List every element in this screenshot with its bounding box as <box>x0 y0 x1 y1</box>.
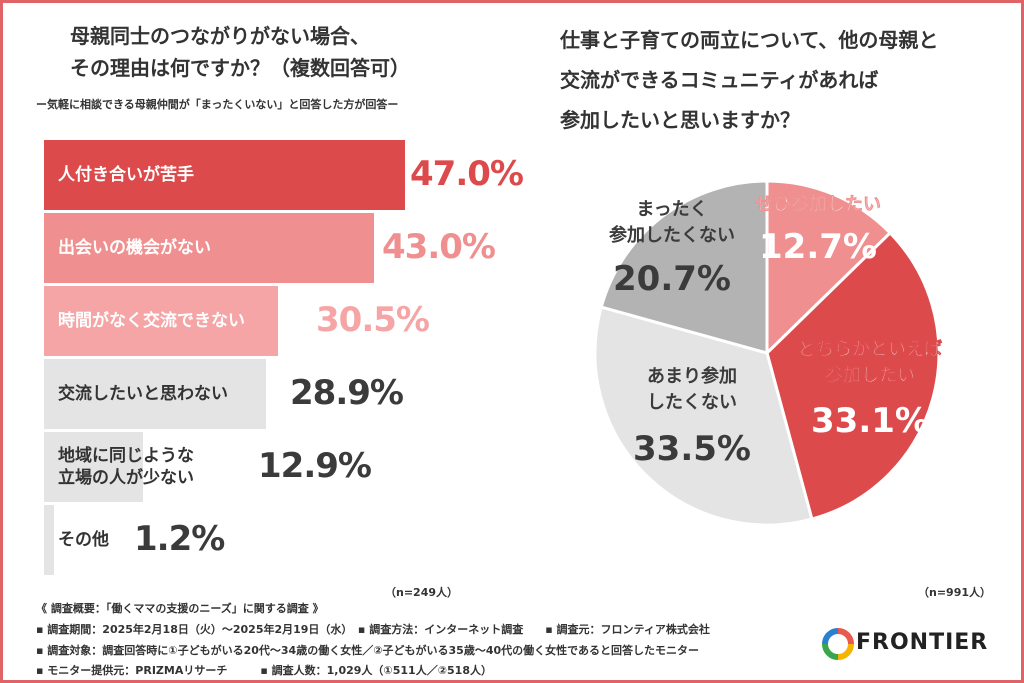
bar-6 <box>44 505 54 575</box>
pie-slice-3 <box>593 305 814 527</box>
bar-value-4: 28.9% <box>290 373 404 413</box>
pie-label-2: どちらかといえば参加したい <box>798 339 942 386</box>
pie-value-1: 12.7% <box>759 227 877 267</box>
frontier-logo-icon <box>822 628 854 660</box>
pie-label-4: まったく参加したくない <box>609 199 735 246</box>
bar-label-3: 時間がなく交流できない <box>58 311 245 331</box>
survey-provider: ▪ モニター提供元：PRIZMAリサーチ ▪ 調査人数：1,029人（①511人… <box>36 664 492 677</box>
left-sample-size: （n=249人） <box>385 586 459 599</box>
bar-value-2: 43.0% <box>382 227 496 267</box>
left-chart-title: 母親同士のつながりがない場合、 その理由は何ですか？（複数回答可） <box>70 24 410 80</box>
survey-target: ▪ 調査対象：調査回答時に①子どもがいる20代〜34歳の働く女性／②子どもがいる… <box>36 644 700 657</box>
pie-slice-4 <box>599 179 769 355</box>
bar-label-6: その他 <box>58 530 109 550</box>
bar-1 <box>44 140 405 210</box>
right-sample-size: （n=991人） <box>918 586 992 599</box>
bar-label-5: 地域に同じような 立場の人が少ない <box>58 446 194 488</box>
pie-label-1: ぜひ参加したい <box>755 193 881 215</box>
pie-slice-2 <box>765 230 941 521</box>
pie-label-3: あまり参加したくない <box>647 365 737 413</box>
pie-value-2: 33.1% <box>811 401 929 441</box>
bar-value-3: 30.5% <box>316 300 430 340</box>
bar-value-5: 12.9% <box>258 446 372 486</box>
right-chart-title: 仕事と子育ての両立について、他の母親と 交流ができるコミュニティがあれば 参加し… <box>560 28 939 132</box>
survey-overview-title: 《 調査概要：「働くママの支援のニーズ」に関する調査 》 <box>36 602 324 615</box>
bar-value-6: 1.2% <box>134 519 225 559</box>
left-chart-subtitle: ー気軽に相談できる母親仲間が「まったくいない」と回答した方が回答ー <box>36 98 399 111</box>
frontier-logo: FRONTIER <box>822 624 1012 664</box>
survey-period: ▪ 調査期間：2025年2月18日（火）〜2025年2月19日（水） ▪ 調査方… <box>36 623 710 636</box>
bar-4 <box>44 359 266 429</box>
pie-value-3: 33.5% <box>633 429 751 469</box>
pie-slice-1 <box>765 179 893 357</box>
pie-value-4: 20.7% <box>613 259 731 299</box>
bar-label-1: 人付き合いが苦手 <box>58 165 194 185</box>
bar-label-2: 出会いの機会がない <box>58 238 211 258</box>
bar-2 <box>44 213 375 283</box>
frontier-logo-text: FRONTIER <box>856 630 989 655</box>
bar-label-4: 交流したいと思わない <box>58 384 228 404</box>
bar-value-1: 47.0% <box>410 154 524 194</box>
bar-5 <box>44 432 144 502</box>
bar-3 <box>44 286 279 356</box>
